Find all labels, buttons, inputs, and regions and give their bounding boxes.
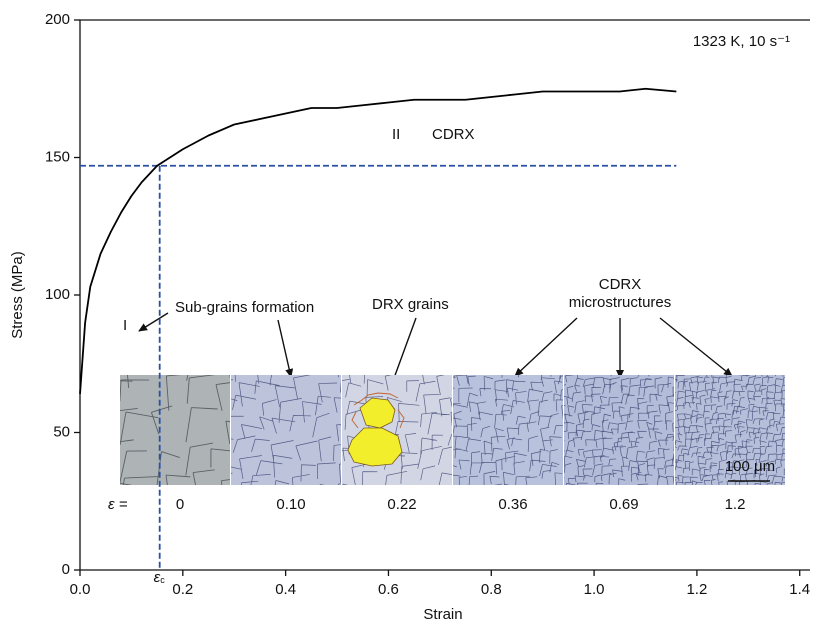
arrow [659,317,733,377]
micrograph-bg [231,375,341,485]
stress-strain-curve [79,87,677,395]
x-tick-label: 1.0 [584,581,605,598]
grain-outline [351,392,405,429]
x-tick-label: 0.2 [172,581,193,598]
annotation: CDRX [599,276,642,293]
y-tick-label: 100 [45,286,70,303]
x-tick-label: 0.8 [481,581,502,598]
condition-label: 1323 K, 10 s⁻¹ [693,33,790,50]
micrograph-bg [120,375,230,485]
region-label: I [123,317,127,334]
annotation: microstructures [569,294,672,311]
y-tick-label: 200 [45,11,70,28]
micrograph-bg [342,375,452,485]
y-tick-label: 150 [45,148,70,165]
mechanism-label: CDRX [432,126,475,143]
annotation: DRX grains [372,296,449,313]
subscript: c [160,575,165,585]
y-tick-label: 50 [53,423,70,440]
inset-strain-label: 0.69 [609,496,638,513]
grain-boundaries [342,375,452,485]
micrograph [120,375,230,485]
micrograph [342,375,452,485]
grain-boundaries [120,375,230,485]
arrows [138,312,733,401]
micrograph [453,375,563,485]
grain-boundaries [453,375,563,485]
x-tick-label: 0.6 [378,581,399,598]
scale-bar-label: 100 μm [725,458,775,475]
micrograph [675,375,785,485]
x-axis-title: Strain [423,606,462,623]
region-label: II [392,126,400,143]
strain-symbol: ε = [108,496,128,513]
inset-strain-label: 1.2 [725,496,746,513]
x-tick-label: 1.4 [789,581,810,598]
grain-boundaries [564,375,674,485]
arrow [277,319,294,378]
micrograph [231,375,341,485]
drx-grain [359,397,396,429]
annotation: Sub-grains formation [175,299,314,316]
micrograph [564,375,674,485]
drx-grain [347,427,403,467]
symbol: ε [154,569,161,586]
x-tick-label: 1.2 [686,581,707,598]
inset-strain-label: 0.22 [387,496,416,513]
x-tick-label: 0.4 [275,581,296,598]
arrow [138,312,169,332]
inset-strain-label: 0.36 [498,496,527,513]
inset-strain-label: 0.10 [276,496,305,513]
critical-strain-label: εc [154,569,166,586]
grain-boundaries [231,375,341,485]
micrograph-bg [564,375,674,485]
x-tick-label: 0.0 [70,581,91,598]
arrow [514,317,578,377]
y-tick-label: 0 [62,561,70,578]
inset-strain-label: 0 [176,496,184,513]
y-axis-title: Stress (MPa) [9,251,26,339]
